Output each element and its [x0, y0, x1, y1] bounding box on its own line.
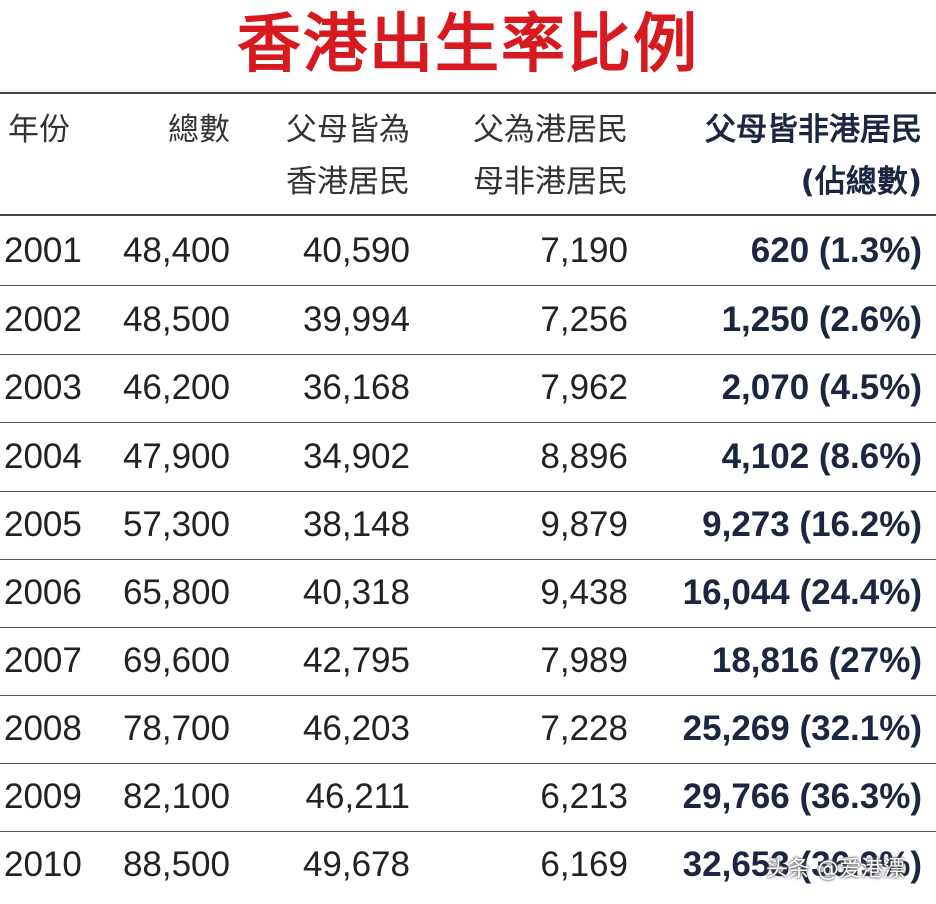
header-neither-hk-line2: (佔總數)	[800, 164, 922, 200]
cell-year: 2009	[4, 777, 82, 816]
cell-year: 2005	[4, 505, 82, 544]
cell-year: 2010	[4, 845, 82, 884]
table-row: 2008 78,700 46,203 7,228 25,269 (32.1%)	[0, 695, 936, 763]
page-title: 香港出生率比例	[237, 8, 699, 82]
row-divider	[0, 559, 936, 560]
cell-father-hk: 7,989	[540, 641, 628, 680]
cell-total: 82,100	[122, 777, 230, 816]
cell-father-hk: 7,228	[540, 709, 628, 748]
cell-both-hk: 34,902	[302, 437, 410, 476]
table-row: 2004 47,900 34,902 8,896 4,102 (8.6%)	[0, 423, 936, 491]
cell-both-hk: 40,318	[302, 573, 410, 612]
table-top-rule	[0, 92, 936, 94]
header-neither-hk-line1: 父母皆非港居民	[705, 112, 922, 148]
cell-father-hk: 8,896	[540, 437, 628, 476]
cell-neither-hk: 16,044 (24.4%)	[682, 573, 922, 612]
cell-year: 2008	[4, 709, 82, 748]
row-divider	[0, 491, 936, 492]
header-both-hk: 父母皆為 香港居民	[250, 104, 410, 208]
header-year-label: 年份	[8, 112, 70, 148]
cell-both-hk: 38,148	[302, 505, 410, 544]
cell-total: 48,400	[122, 231, 230, 270]
row-divider	[0, 695, 936, 696]
cell-both-hk: 46,211	[305, 777, 410, 816]
header-father-hk: 父為港居民 母非港居民	[430, 104, 628, 208]
table-row: 2006 65,800 40,318 9,438 16,044 (24.4%)	[0, 559, 936, 627]
header-both-hk-line2: 香港居民	[286, 164, 410, 200]
cell-neither-hk: 25,269 (32.1%)	[682, 709, 922, 748]
header-both-hk-line1: 父母皆為	[286, 112, 410, 148]
cell-both-hk: 49,678	[302, 845, 410, 884]
row-divider	[0, 831, 936, 832]
cell-father-hk: 7,962	[540, 368, 628, 407]
cell-total: 46,200	[122, 368, 230, 407]
cell-both-hk: 42,795	[302, 641, 410, 680]
row-divider	[0, 763, 936, 764]
header-bottom-rule	[0, 214, 936, 216]
header-neither-hk: 父母皆非港居民 (佔總數)	[650, 104, 922, 208]
cell-father-hk: 9,438	[540, 573, 628, 612]
cell-both-hk: 40,590	[302, 231, 410, 270]
watermark: 头条 @爱港漂	[766, 857, 905, 882]
table-row: 2007 69,600 42,795 7,989 18,816 (27%)	[0, 627, 936, 695]
cell-father-hk: 6,213	[540, 777, 628, 816]
table-row: 2010 88,500 49,678 6,169 32,653 (36.9%)	[0, 831, 936, 899]
cell-father-hk: 9,879	[540, 505, 628, 544]
cell-neither-hk: 1,250 (2.6%)	[721, 300, 922, 339]
table-row: 2003 46,200 36,168 7,962 2,070 (4.5%)	[0, 354, 936, 422]
header-year: 年份	[8, 104, 108, 156]
cell-both-hk: 39,994	[302, 300, 410, 339]
cell-total: 78,700	[122, 709, 230, 748]
cell-neither-hk: 29,766 (36.3%)	[682, 777, 922, 816]
cell-total: 47,900	[122, 437, 230, 476]
header-total-label: 總數	[168, 112, 230, 148]
row-divider	[0, 354, 936, 355]
cell-total: 57,300	[122, 505, 230, 544]
cell-year: 2006	[4, 573, 82, 612]
row-divider	[0, 627, 936, 628]
cell-year: 2002	[4, 300, 82, 339]
cell-both-hk: 36,168	[302, 368, 410, 407]
header-total: 總數	[108, 104, 230, 156]
cell-neither-hk: 2,070 (4.5%)	[721, 368, 922, 407]
header-father-hk-line2: 母非港居民	[473, 164, 628, 200]
row-divider	[0, 285, 936, 286]
cell-father-hk: 6,169	[540, 845, 628, 884]
cell-neither-hk: 620 (1.3%)	[750, 231, 922, 270]
table-row: 2005 57,300 38,148 9,879 9,273 (16.2%)	[0, 491, 936, 559]
cell-father-hk: 7,256	[540, 300, 628, 339]
cell-neither-hk: 18,816 (27%)	[711, 641, 922, 680]
cell-total: 88,500	[122, 845, 230, 884]
cell-neither-hk: 9,273 (16.2%)	[702, 505, 922, 544]
cell-year: 2007	[4, 641, 82, 680]
table-row: 2002 48,500 39,994 7,256 1,250 (2.6%)	[0, 286, 936, 354]
cell-total: 65,800	[122, 573, 230, 612]
cell-both-hk: 46,203	[302, 709, 410, 748]
cell-total: 69,600	[122, 641, 230, 680]
header-father-hk-line1: 父為港居民	[473, 112, 628, 148]
table-row: 2009 82,100 46,211 6,213 29,766 (36.3%)	[0, 763, 936, 831]
row-divider	[0, 422, 936, 423]
cell-year: 2003	[4, 368, 82, 407]
cell-year: 2004	[4, 437, 82, 476]
cell-year: 2001	[4, 231, 82, 270]
cell-neither-hk: 32,653 (36.9%)	[682, 845, 922, 884]
table-row: 2001 48,400 40,590 7,190 620 (1.3%)	[0, 217, 936, 285]
cell-total: 48,500	[122, 300, 230, 339]
cell-father-hk: 7,190	[540, 231, 628, 270]
cell-neither-hk: 4,102 (8.6%)	[721, 437, 922, 476]
